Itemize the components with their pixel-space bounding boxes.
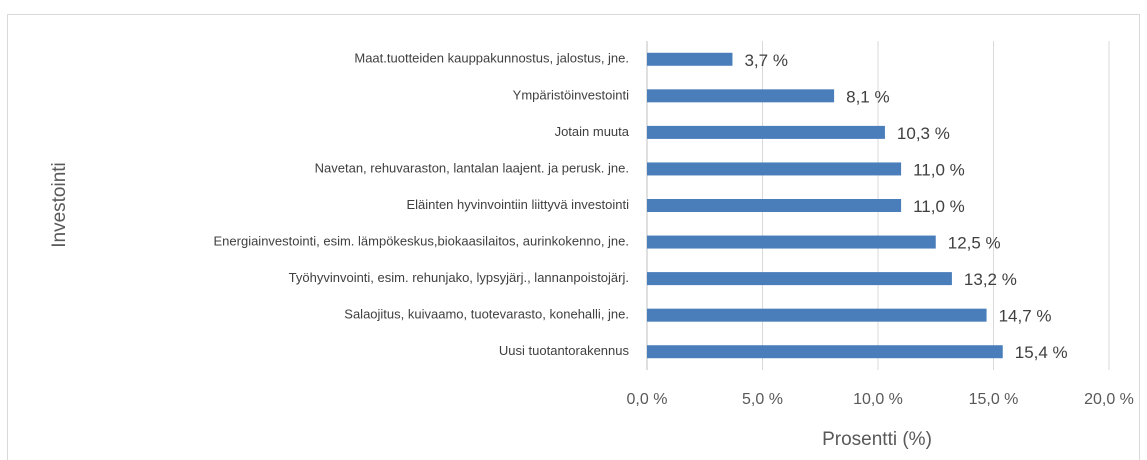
- bar: [647, 89, 835, 103]
- y-tick-label: Energiainvestointi, esim. lämpökeskus,bi…: [214, 233, 630, 248]
- bar: [647, 235, 936, 249]
- x-tick-label: 15,0 %: [969, 391, 1019, 408]
- y-tick-label: Jotain muuta: [555, 124, 630, 139]
- y-tick-label: Uusi tuotantorakennus: [499, 343, 630, 358]
- y-tick-label: Maat.tuotteiden kauppakunnostus, jalostu…: [354, 51, 629, 66]
- y-tick-label: Navetan, rehuvaraston, lantalan laajent.…: [315, 160, 629, 175]
- bar: [647, 272, 952, 286]
- data-label: 13,2 %: [964, 270, 1017, 289]
- data-label: 11,0 %: [913, 160, 965, 179]
- x-tick-label: 20,0 %: [1084, 391, 1134, 408]
- bar: [647, 199, 902, 212]
- chart-frame: [7, 14, 1140, 460]
- bar: [647, 125, 885, 139]
- data-label: 15,4 %: [1015, 343, 1068, 362]
- x-tick-label: 0,0 %: [627, 391, 668, 408]
- y-tick-label: Ympäristöinvestointi: [513, 87, 629, 102]
- data-label: 12,5 %: [948, 234, 1001, 253]
- x-axis-title: Prosentti (%): [822, 429, 932, 450]
- y-tick-label: Työhyvinvointi, esim. rehunjako, lypsyjä…: [289, 270, 629, 285]
- x-tick-label: 10,0 %: [853, 391, 903, 408]
- data-label: 3,7 %: [744, 51, 787, 70]
- data-label: 10,3 %: [897, 124, 950, 143]
- data-label: 8,1 %: [846, 87, 889, 106]
- bar: [647, 162, 902, 176]
- y-tick-label: Eläinten hyvinvointiin liittyvä investoi…: [406, 197, 629, 212]
- data-label: 14,7 %: [999, 307, 1052, 326]
- bar: [647, 308, 987, 322]
- bar: [647, 52, 733, 66]
- bar: [647, 345, 1003, 359]
- y-tick-label: Salaojitus, kuivaamo, tuotevarasto, kone…: [344, 307, 629, 322]
- y-axis-title: Investointi: [49, 162, 70, 248]
- x-tick-label: 5,0 %: [742, 391, 783, 408]
- data-label: 11,0 %: [913, 197, 965, 216]
